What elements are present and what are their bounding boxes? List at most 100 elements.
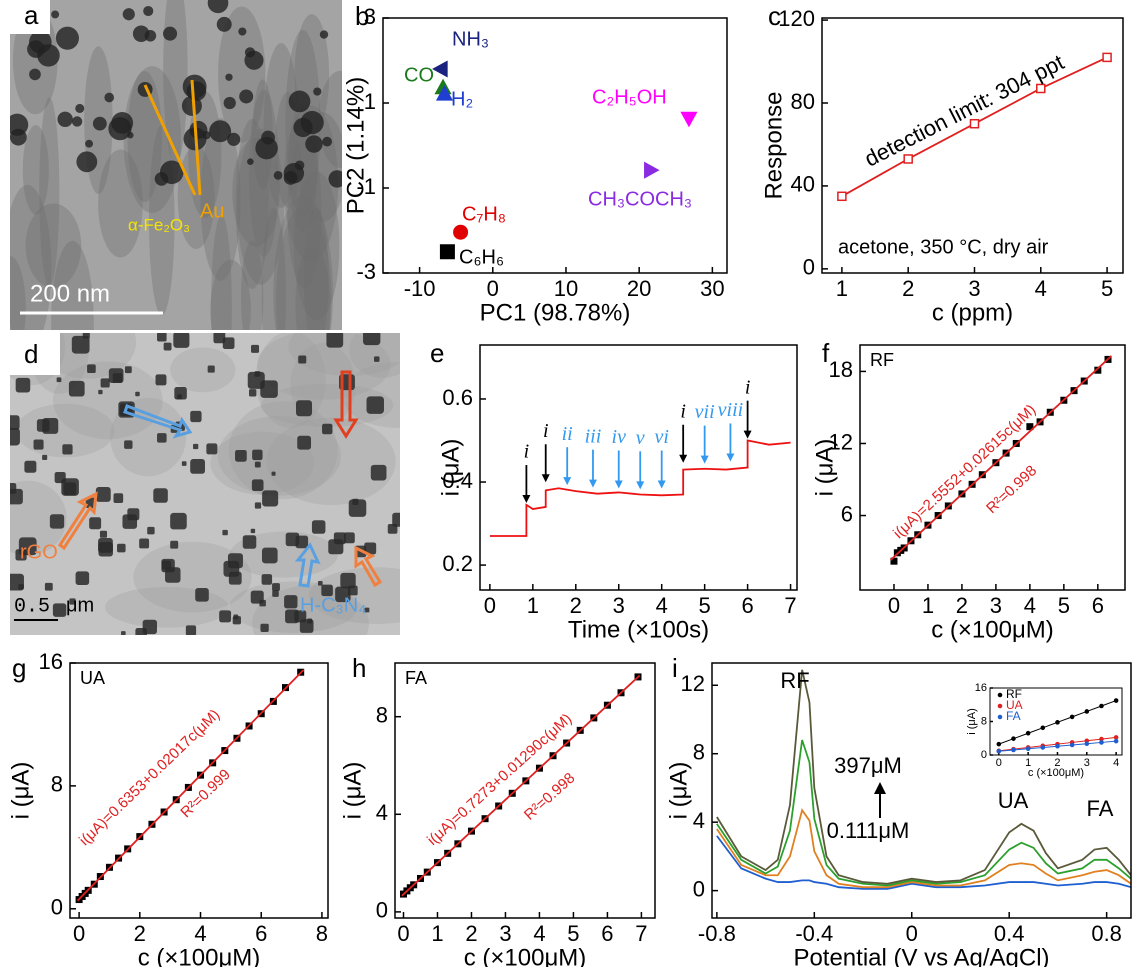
scale-bar-unit: μm (66, 594, 94, 616)
particle (249, 389, 257, 397)
particle (95, 487, 111, 502)
texture (51, 240, 94, 330)
x-tick-label: 1 (1025, 757, 1031, 769)
legend-label: FA (1006, 709, 1021, 723)
panel-label-bg (10, 0, 50, 34)
x-tick-label: 10 (554, 276, 578, 301)
particle (233, 614, 239, 620)
particle (322, 136, 332, 147)
texture (295, 245, 331, 330)
x-tick-label: 3 (499, 921, 511, 946)
particle (254, 461, 261, 468)
particle (222, 529, 228, 536)
pointer-arrow (143, 84, 197, 196)
particle (52, 603, 67, 617)
particle (10, 415, 20, 430)
particle (143, 5, 154, 17)
panel-tag: RF (870, 350, 894, 370)
event-arrow-head (726, 453, 735, 462)
panel-label-bg (10, 333, 60, 375)
particle (284, 595, 298, 609)
point-label: C₇H₈ (462, 203, 506, 225)
texture (10, 255, 26, 330)
plot-frame (821, 17, 1124, 274)
y-tick-label: 0 (981, 749, 987, 761)
particle (313, 87, 322, 96)
texture (210, 431, 315, 495)
panel-label: a (24, 0, 39, 30)
marker (439, 244, 455, 260)
particle (170, 540, 179, 549)
marker (1069, 714, 1075, 720)
particle (261, 574, 273, 585)
particle (190, 410, 202, 423)
particle (326, 333, 344, 348)
texture (293, 171, 340, 321)
x-tick-label: 6 (1092, 593, 1104, 618)
fit-r2: R²=0.999 (177, 766, 233, 821)
particle (135, 391, 140, 397)
x-tick-label: 8 (316, 921, 328, 946)
particle (124, 366, 132, 374)
particle (364, 542, 377, 555)
particle (209, 120, 232, 143)
particle (297, 435, 312, 450)
particle (51, 10, 60, 19)
y-tick-label: 1 (364, 89, 376, 114)
panel-label: d (24, 339, 38, 369)
y-tick-label: 8 (51, 772, 63, 797)
particle (173, 333, 190, 348)
particle (272, 583, 280, 591)
particle (322, 423, 333, 435)
particle (36, 419, 50, 432)
y-tick-label: 4 (376, 800, 388, 825)
particle (147, 526, 155, 535)
x-tick-label: -0.8 (698, 921, 736, 946)
event-label: iv (612, 426, 627, 448)
panel-tag: FA (405, 668, 427, 688)
legend-marker (997, 714, 1003, 720)
x-axis-label: c (×100μM) (931, 616, 1054, 643)
particle (98, 389, 103, 395)
y-tick-label: 8 (376, 702, 388, 727)
event-arrow-head (614, 480, 623, 489)
event-arrow-head (636, 481, 645, 490)
particle (63, 482, 77, 496)
point-label: C₂H₅OH (592, 86, 667, 108)
curve-label: RF (780, 668, 809, 693)
particle (117, 543, 126, 553)
marker (453, 224, 469, 240)
particle (153, 488, 168, 503)
particle (165, 567, 181, 583)
x-tick-label: 3 (613, 593, 625, 618)
event-label: v (636, 427, 645, 449)
event-label: i (524, 441, 530, 463)
marker (1036, 83, 1046, 94)
texture (232, 137, 280, 247)
scale-bar-label: 200 nm (30, 280, 110, 307)
particle (251, 344, 260, 353)
curve-label: UA (998, 788, 1029, 813)
particle (100, 378, 110, 388)
event-arrow-head (588, 479, 597, 488)
particle (163, 342, 172, 351)
texture (163, 0, 188, 164)
texture (98, 149, 143, 258)
texture (228, 401, 338, 500)
texture (105, 586, 229, 628)
marker (1084, 709, 1090, 714)
particle (10, 428, 20, 446)
event-label: vii (695, 401, 715, 423)
particle (85, 139, 94, 148)
particle (159, 160, 184, 185)
particle (121, 631, 126, 635)
particle (33, 439, 44, 450)
particle (56, 377, 62, 383)
particle (261, 130, 276, 145)
panel-label: f (822, 338, 830, 368)
particle (216, 16, 232, 32)
texture (170, 347, 236, 393)
x-tick-label: 3 (1084, 757, 1090, 769)
particle (271, 471, 276, 476)
point-label: H₂ (451, 88, 473, 110)
